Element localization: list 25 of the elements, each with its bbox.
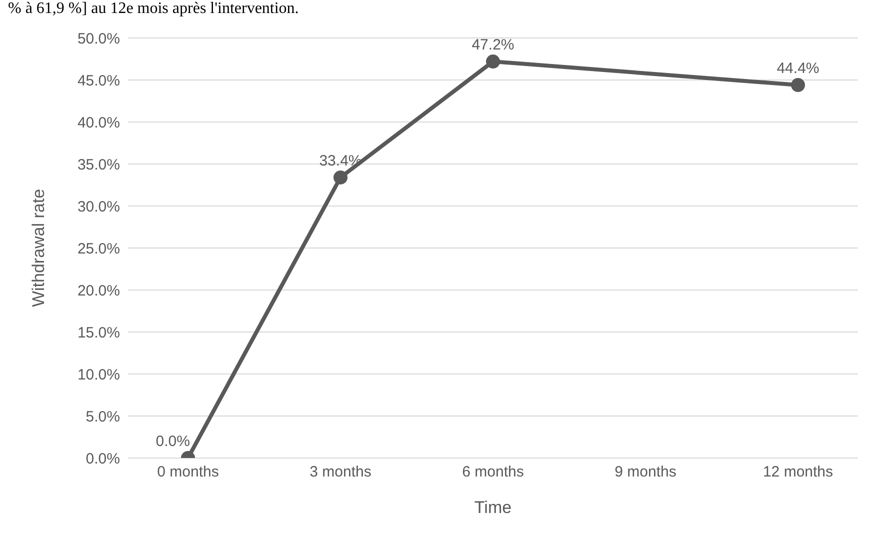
text: % à 61,9 %] au 12e mois après l'intervention. — [8, 0, 299, 18]
y-axis-title: Withdrawal rate — [29, 188, 48, 308]
point — [486, 54, 500, 69]
y-tick-label: 0.0% — [86, 450, 120, 468]
data-label: 0.0% — [156, 433, 190, 450]
x-tick-label: 3 months — [310, 464, 372, 481]
x-tick-label: 12 months — [762, 464, 834, 481]
y-tick-label: 20.0% — [77, 282, 120, 300]
point — [791, 78, 805, 92]
y-tick-label: 45.0% — [77, 72, 120, 90]
x-tick-label: 6 months — [462, 464, 524, 481]
x-axis-title: Time — [474, 498, 512, 517]
data-label: 47.2% — [472, 36, 514, 54]
y-tick-label: 5.0% — [86, 408, 120, 426]
y-tick-label: 40.0% — [77, 114, 120, 132]
y-tick-label: 30.0% — [77, 198, 120, 216]
data-label: 44.4% — [776, 60, 820, 78]
y-tick-label: 10.0% — [77, 366, 120, 384]
x-tick-label: 9 months — [614, 464, 676, 481]
point — [334, 170, 348, 184]
y-tick-label: 35.0% — [77, 156, 120, 174]
y-tick-label: 15.0% — [77, 324, 120, 342]
y-tick-label: 25.0% — [77, 240, 120, 258]
y-tick-label: 50.0% — [77, 30, 120, 48]
x-tick-label: 0 months — [157, 464, 219, 481]
